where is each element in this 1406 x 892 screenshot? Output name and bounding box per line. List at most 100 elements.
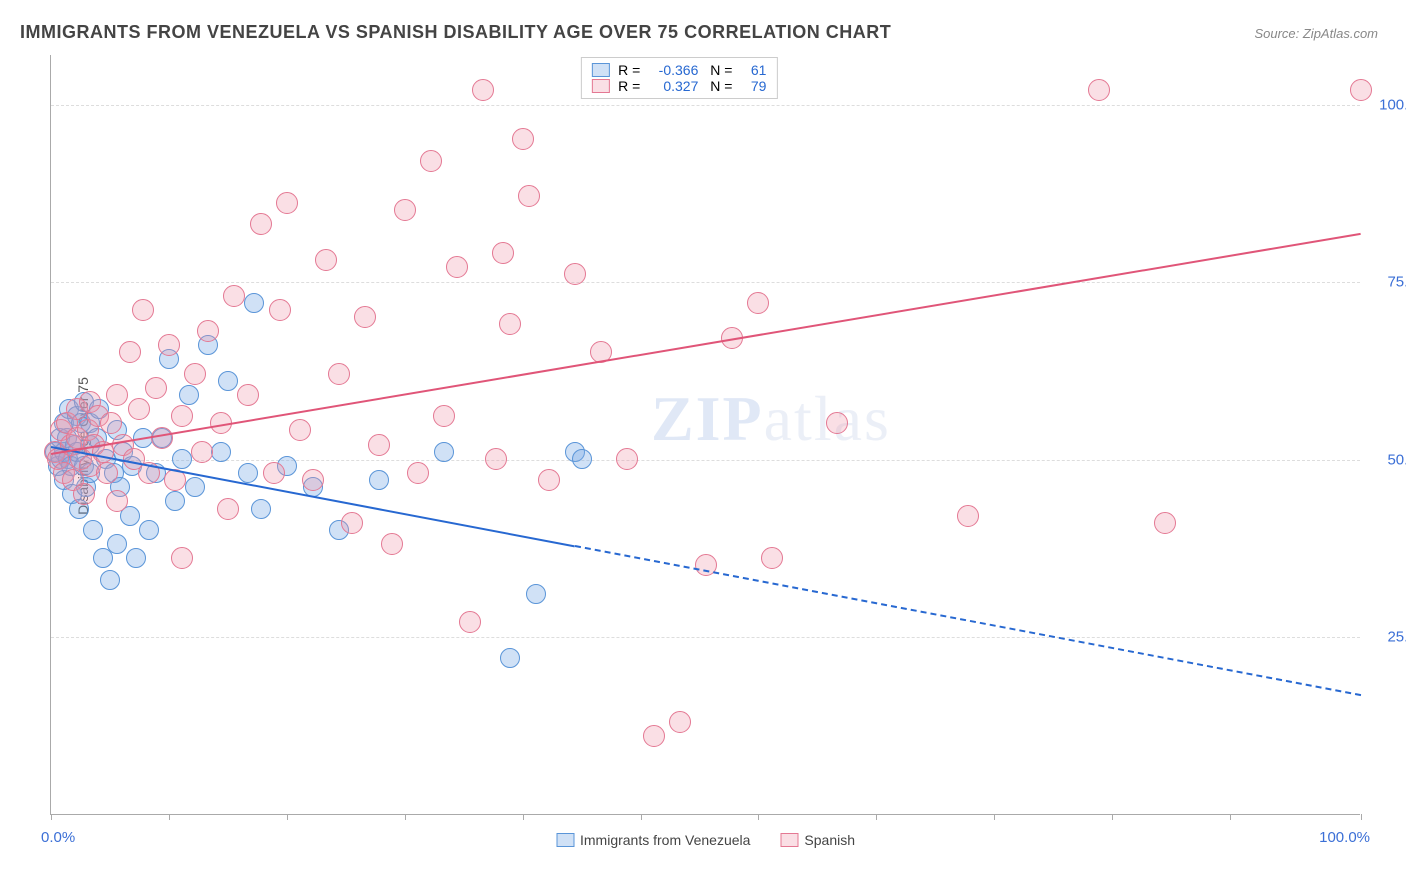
data-point-series-0 xyxy=(572,449,592,469)
data-point-series-1 xyxy=(237,384,259,406)
data-point-series-0 xyxy=(83,520,103,540)
data-point-series-1 xyxy=(1088,79,1110,101)
data-point-series-0 xyxy=(126,548,146,568)
data-point-series-0 xyxy=(179,385,199,405)
watermark: ZIPatlas xyxy=(651,382,891,456)
y-tick-label: 100.0% xyxy=(1379,96,1406,113)
data-point-series-1 xyxy=(132,299,154,321)
data-point-series-1 xyxy=(616,448,638,470)
legend-n-0: 61 xyxy=(740,62,766,78)
x-tick-mark xyxy=(758,814,759,820)
data-point-series-0 xyxy=(526,584,546,604)
data-point-series-1 xyxy=(499,313,521,335)
data-point-series-1 xyxy=(289,419,311,441)
data-point-series-1 xyxy=(492,242,514,264)
data-point-series-1 xyxy=(368,434,390,456)
data-point-series-0 xyxy=(100,570,120,590)
x-tick-right: 100.0% xyxy=(1319,829,1370,846)
data-point-series-1 xyxy=(485,448,507,470)
data-point-series-1 xyxy=(354,306,376,328)
data-point-series-1 xyxy=(184,363,206,385)
data-point-series-0 xyxy=(500,648,520,668)
data-point-series-1 xyxy=(669,711,691,733)
data-point-series-1 xyxy=(394,199,416,221)
data-point-series-1 xyxy=(643,725,665,747)
data-point-series-1 xyxy=(73,483,95,505)
data-point-series-1 xyxy=(381,533,403,555)
data-point-series-1 xyxy=(761,547,783,569)
data-point-series-1 xyxy=(1154,512,1176,534)
y-tick-label: 25.0% xyxy=(1387,629,1406,646)
legend-label-1: Spanish xyxy=(804,832,855,848)
legend-n-label: N = xyxy=(706,62,732,78)
y-tick-label: 50.0% xyxy=(1387,451,1406,468)
data-point-series-1 xyxy=(407,462,429,484)
watermark-zip: ZIP xyxy=(651,383,764,454)
x-tick-mark xyxy=(523,814,524,820)
x-tick-left: 0.0% xyxy=(41,829,75,846)
legend-label-0: Immigrants from Venezuela xyxy=(580,832,750,848)
x-tick-mark xyxy=(405,814,406,820)
x-tick-mark xyxy=(51,814,52,820)
x-tick-mark xyxy=(876,814,877,820)
data-point-series-1 xyxy=(171,547,193,569)
data-point-series-0 xyxy=(238,463,258,483)
x-tick-mark xyxy=(641,814,642,820)
legend-stats-row-1: R = 0.327 N = 79 xyxy=(592,78,766,94)
data-point-series-1 xyxy=(1350,79,1372,101)
x-tick-mark xyxy=(287,814,288,820)
data-point-series-1 xyxy=(341,512,363,534)
data-point-series-0 xyxy=(172,449,192,469)
grid-line xyxy=(51,282,1360,283)
data-point-series-1 xyxy=(106,490,128,512)
data-point-series-0 xyxy=(107,534,127,554)
data-point-series-0 xyxy=(211,442,231,462)
data-point-series-0 xyxy=(251,499,271,519)
x-tick-mark xyxy=(1230,814,1231,820)
data-point-series-1 xyxy=(747,292,769,314)
data-point-series-1 xyxy=(420,150,442,172)
data-point-series-1 xyxy=(433,405,455,427)
data-point-series-1 xyxy=(957,505,979,527)
regression-line xyxy=(51,233,1361,455)
chart-title: IMMIGRANTS FROM VENEZUELA VS SPANISH DIS… xyxy=(20,22,891,43)
plot-area: ZIPatlas R = -0.366 N = 61 R = 0.327 N =… xyxy=(50,55,1360,815)
legend-stats-row-0: R = -0.366 N = 61 xyxy=(592,62,766,78)
data-point-series-1 xyxy=(158,334,180,356)
legend-swatch-1 xyxy=(592,79,610,93)
data-point-series-1 xyxy=(276,192,298,214)
data-point-series-1 xyxy=(315,249,337,271)
data-point-series-0 xyxy=(434,442,454,462)
legend-stats-box: R = -0.366 N = 61 R = 0.327 N = 79 xyxy=(581,57,777,99)
data-point-series-1 xyxy=(145,377,167,399)
source-label: Source: ZipAtlas.com xyxy=(1254,26,1378,41)
data-point-series-1 xyxy=(250,213,272,235)
data-point-series-1 xyxy=(512,128,534,150)
data-point-series-1 xyxy=(263,462,285,484)
x-tick-mark xyxy=(1361,814,1362,820)
data-point-series-1 xyxy=(119,341,141,363)
legend-swatch-b0 xyxy=(556,833,574,847)
data-point-series-1 xyxy=(269,299,291,321)
data-point-series-1 xyxy=(223,285,245,307)
data-point-series-0 xyxy=(369,470,389,490)
data-point-series-1 xyxy=(100,412,122,434)
data-point-series-1 xyxy=(106,384,128,406)
x-tick-mark xyxy=(169,814,170,820)
data-point-series-0 xyxy=(244,293,264,313)
data-point-series-1 xyxy=(518,185,540,207)
data-point-series-1 xyxy=(302,469,324,491)
data-point-series-1 xyxy=(446,256,468,278)
data-point-series-0 xyxy=(139,520,159,540)
chart-container: IMMIGRANTS FROM VENEZUELA VS SPANISH DIS… xyxy=(0,0,1406,892)
data-point-series-0 xyxy=(185,477,205,497)
x-tick-mark xyxy=(1112,814,1113,820)
legend-swatch-b1 xyxy=(780,833,798,847)
data-point-series-1 xyxy=(191,441,213,463)
regression-line xyxy=(575,545,1361,696)
legend-n-1: 79 xyxy=(740,78,766,94)
legend-item-0: Immigrants from Venezuela xyxy=(556,832,750,848)
legend-r-0: -0.366 xyxy=(648,62,698,78)
legend-n-label: N = xyxy=(706,78,732,94)
grid-line xyxy=(51,460,1360,461)
